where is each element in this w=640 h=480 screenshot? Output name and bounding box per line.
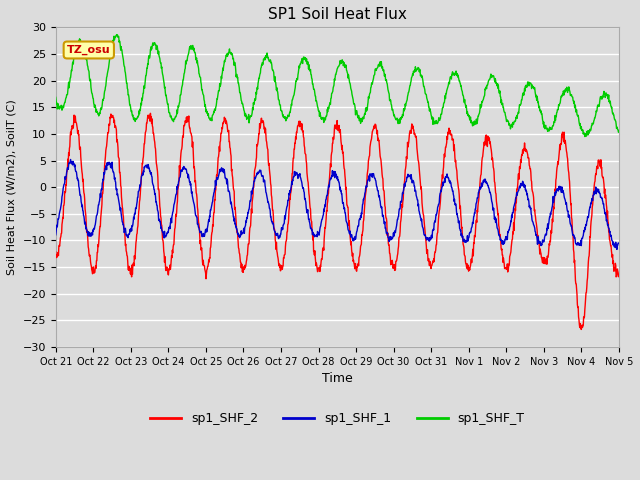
Legend: sp1_SHF_2, sp1_SHF_1, sp1_SHF_T: sp1_SHF_2, sp1_SHF_1, sp1_SHF_T <box>145 408 530 430</box>
Title: SP1 Soil Heat Flux: SP1 Soil Heat Flux <box>268 7 407 22</box>
X-axis label: Time: Time <box>322 372 353 385</box>
Text: TZ_osu: TZ_osu <box>67 45 111 55</box>
Y-axis label: Soil Heat Flux (W/m2), SoilT (C): Soil Heat Flux (W/m2), SoilT (C) <box>7 99 17 275</box>
